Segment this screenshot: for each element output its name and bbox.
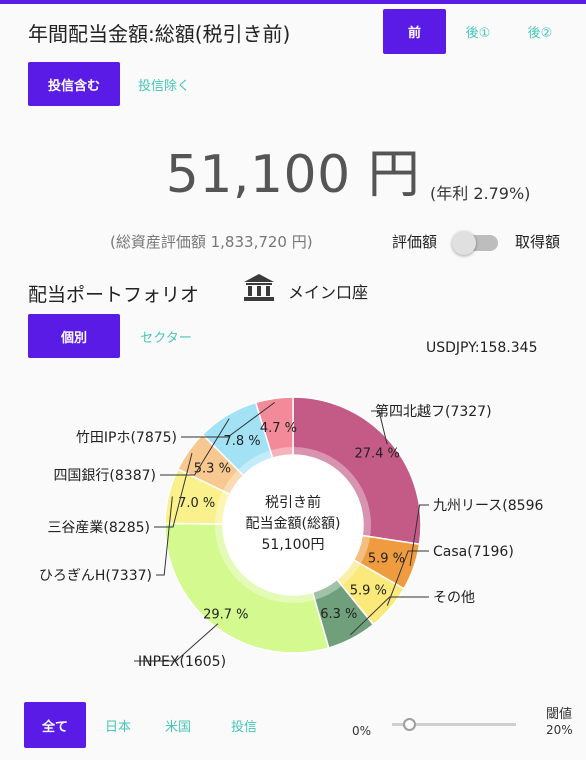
donut-center-label: 配当金額(総額)	[246, 516, 341, 532]
donut-slice[interactable]	[254, 396, 294, 459]
threshold-label: 閾値	[546, 707, 573, 722]
slice-leader-line	[181, 401, 276, 438]
toggle-label-valuation: 評価額	[392, 233, 438, 251]
account-name[interactable]: メイン口座	[288, 283, 369, 302]
region-tab-japan[interactable]: 日本	[104, 719, 131, 735]
page-title: 年間配当金額:総額(税引き前)	[28, 22, 291, 46]
slice-name-label: Casa(7196)	[433, 544, 514, 560]
slice-value-label: 4.7 %	[260, 421, 297, 436]
threshold-slider-thumb[interactable]	[403, 718, 416, 731]
slice-value-label: 5.3 %	[194, 462, 231, 477]
slice-name-label: 第四北越フ(7327)	[375, 403, 492, 420]
slice-name-label: ひろぎんH(7337)	[39, 568, 152, 584]
slice-leader-line	[154, 452, 193, 528]
donut-slice[interactable]	[292, 396, 422, 546]
slice-value-label: 27.4 %	[354, 447, 399, 462]
slice-leader-line	[386, 550, 429, 606]
slice-name-label: その他	[433, 590, 475, 606]
slice-name-label: 竹田IPホ(7875)	[76, 430, 177, 446]
slice-value-label: 7.0 %	[178, 496, 215, 511]
slice-value-label: 5.9 %	[368, 552, 405, 567]
threshold-slider-track[interactable]	[392, 723, 516, 726]
valuation-cost-toggle[interactable]	[452, 230, 500, 256]
slice-leader-line	[134, 623, 219, 662]
tab-after-tax-1[interactable]: 後①	[465, 26, 491, 41]
slider-min-label: 0%	[352, 724, 372, 738]
tab-after-tax-2[interactable]: 後②	[527, 26, 553, 41]
donut-slice[interactable]	[164, 522, 330, 654]
donut-center-label: 51,100円	[262, 537, 325, 553]
portfolio-title: 配当ポートフォリオ	[28, 284, 200, 306]
slice-leader-line	[156, 496, 173, 576]
slice-leader-line	[409, 504, 429, 566]
toggle-label-cost: 取得額	[515, 233, 561, 251]
exclude-funds-button[interactable]: 投信除く	[137, 78, 190, 94]
slice-name-label: 三谷産業(8285)	[47, 520, 150, 536]
region-tab-all[interactable]: 全て	[24, 702, 86, 748]
slice-name-label: 四国銀行(8387)	[53, 468, 156, 484]
donut-center	[224, 456, 362, 594]
fx-rate: USDJPY:158.345	[426, 340, 538, 356]
slice-name-label: INPEX(1605)	[138, 654, 226, 670]
annual-dividend-amount: 51,100 円	[165, 145, 421, 205]
donut-center-label: 税引き前	[265, 494, 321, 511]
annual-yield: (年利 2.79%)	[430, 184, 531, 203]
slice-name-label: 九州リース(8596	[433, 498, 543, 514]
dividend-portfolio-donut-chart: 27.4 % 第四北越フ(7327) 5.9 % 九州リース(8596 5.9 % Cas…	[39, 396, 543, 670]
slice-value-label: 7.8 %	[223, 434, 260, 449]
slice-value-label: 29.7 %	[203, 607, 248, 622]
bank-icon	[243, 273, 275, 303]
slice-leader-line	[349, 596, 429, 636]
total-assets-value: (総資産評価額 1,833,720 円)	[110, 233, 313, 251]
slice-value-label: 6.3 %	[320, 607, 357, 622]
toggle-knob	[452, 231, 476, 255]
slider-max-label: 20%	[546, 723, 573, 737]
slice-leader-line	[371, 410, 388, 445]
region-tab-us[interactable]: 米国	[164, 719, 191, 735]
view-sector-button[interactable]: セクター	[140, 330, 192, 346]
view-individual-button[interactable]: 個別	[28, 314, 120, 358]
top-accent-bar	[0, 0, 586, 4]
include-funds-button[interactable]: 投信含む	[28, 62, 120, 106]
slice-value-label: 5.9 %	[350, 583, 387, 598]
tab-before-tax[interactable]: 前	[383, 9, 446, 54]
region-tab-funds[interactable]: 投信	[230, 719, 257, 735]
